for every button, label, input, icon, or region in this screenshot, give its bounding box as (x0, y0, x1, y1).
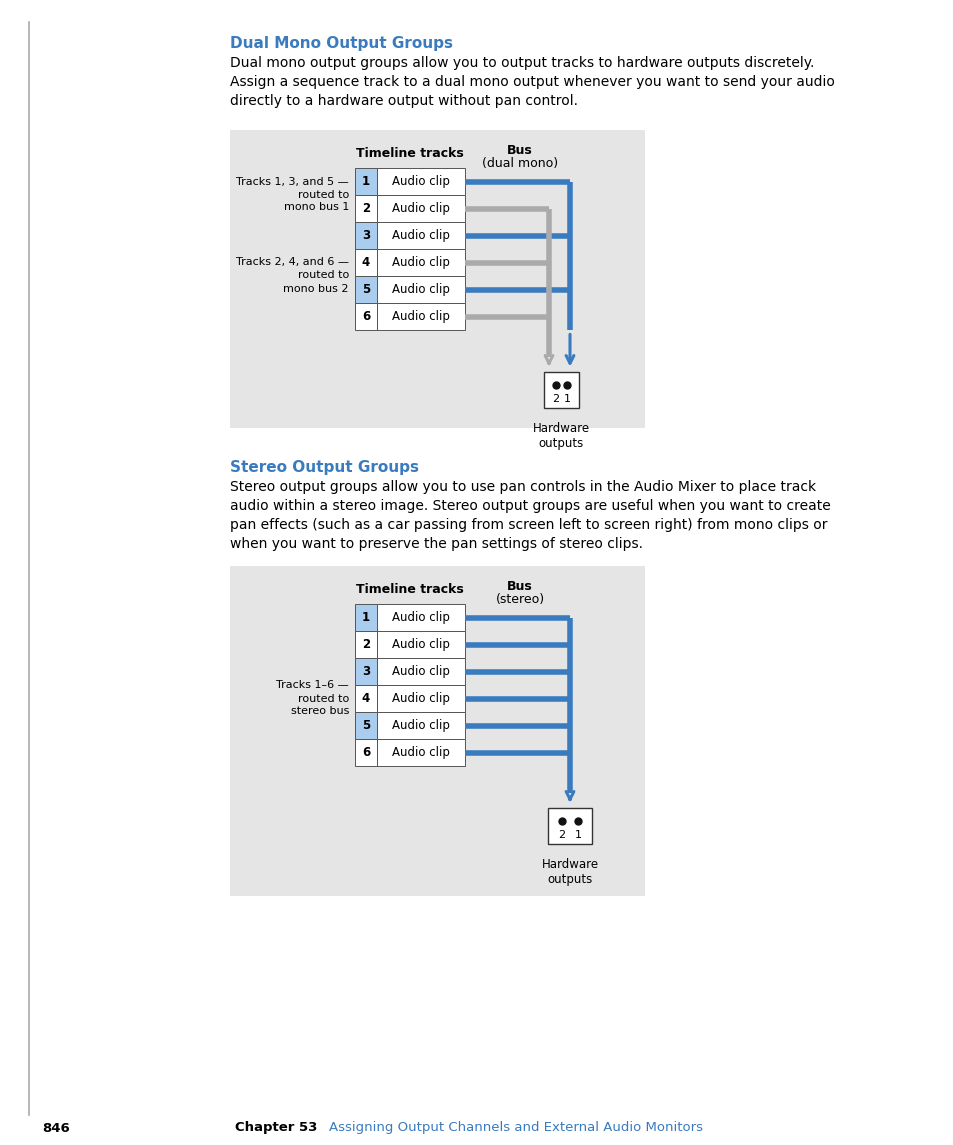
Text: 1: 1 (563, 394, 570, 403)
Text: pan effects (such as a car passing from screen left to screen right) from mono c: pan effects (such as a car passing from … (230, 518, 826, 532)
Text: Bus: Bus (507, 581, 533, 593)
Text: Bus: Bus (507, 144, 533, 157)
Text: Dual Mono Output Groups: Dual Mono Output Groups (230, 35, 453, 52)
Bar (376, 248, 464, 276)
Text: 1: 1 (574, 829, 580, 839)
Text: stereo bus: stereo bus (291, 706, 349, 717)
Text: 1: 1 (361, 175, 370, 188)
Text: Timeline tracks: Timeline tracks (355, 147, 463, 160)
Text: 5: 5 (361, 719, 370, 732)
Text: 846: 846 (42, 1121, 70, 1135)
Bar (355, 739, 376, 766)
Bar (376, 631, 464, 658)
Bar (230, 566, 644, 897)
Bar (543, 371, 578, 408)
Text: 3: 3 (361, 229, 370, 242)
Text: routed to: routed to (297, 190, 349, 199)
Text: 5: 5 (361, 283, 370, 297)
Text: Tracks 2, 4, and 6 —: Tracks 2, 4, and 6 — (235, 258, 349, 268)
Text: 4: 4 (361, 256, 370, 269)
Text: Hardware
outputs: Hardware outputs (541, 858, 598, 885)
Text: Audio clip: Audio clip (392, 283, 450, 297)
Bar (355, 712, 376, 739)
Bar (355, 248, 376, 276)
Text: Audio clip: Audio clip (392, 692, 450, 705)
Text: Audio clip: Audio clip (392, 229, 450, 242)
Bar (376, 658, 464, 685)
Text: Audio clip: Audio clip (392, 175, 450, 188)
Text: (dual mono): (dual mono) (481, 157, 558, 169)
Bar (355, 605, 376, 631)
Text: Assign a sequence track to a dual mono output whenever you want to send your aud: Assign a sequence track to a dual mono o… (230, 76, 834, 89)
Bar (376, 168, 464, 195)
Text: Audio clip: Audio clip (392, 665, 450, 678)
Text: Tracks 1–6 —: Tracks 1–6 — (276, 680, 349, 690)
Bar (355, 222, 376, 248)
Bar (376, 303, 464, 330)
Text: 3: 3 (361, 665, 370, 678)
Text: Audio clip: Audio clip (392, 310, 450, 323)
Text: Chapter 53: Chapter 53 (234, 1121, 317, 1135)
Text: 2: 2 (361, 638, 370, 652)
Text: Audio clip: Audio clip (392, 256, 450, 269)
Bar (355, 276, 376, 303)
Bar (230, 131, 644, 428)
Text: 2: 2 (552, 394, 558, 403)
Text: 6: 6 (361, 310, 370, 323)
Text: Timeline tracks: Timeline tracks (355, 583, 463, 597)
Text: mono bus 1: mono bus 1 (283, 203, 349, 213)
Text: Audio clip: Audio clip (392, 719, 450, 732)
Text: Audio clip: Audio clip (392, 747, 450, 759)
Text: mono bus 2: mono bus 2 (283, 284, 349, 293)
Bar (355, 685, 376, 712)
Text: Stereo Output Groups: Stereo Output Groups (230, 460, 418, 475)
Text: routed to: routed to (297, 270, 349, 281)
Text: Audio clip: Audio clip (392, 611, 450, 624)
Text: audio within a stereo image. Stereo output groups are useful when you want to cr: audio within a stereo image. Stereo outp… (230, 499, 830, 513)
Bar (376, 195, 464, 222)
Text: (stereo): (stereo) (495, 593, 544, 606)
Bar (376, 739, 464, 766)
Text: 2: 2 (558, 829, 565, 839)
Text: 1: 1 (361, 611, 370, 624)
Text: 2: 2 (361, 202, 370, 215)
Bar (355, 631, 376, 658)
Bar (355, 168, 376, 195)
Bar (355, 303, 376, 330)
Text: routed to: routed to (297, 694, 349, 703)
Text: 6: 6 (361, 747, 370, 759)
Bar (547, 807, 592, 844)
Bar (376, 222, 464, 248)
Text: Tracks 1, 3, and 5 —: Tracks 1, 3, and 5 — (236, 176, 349, 187)
Bar (355, 658, 376, 685)
Text: Stereo output groups allow you to use pan controls in the Audio Mixer to place t: Stereo output groups allow you to use pa… (230, 480, 815, 493)
Bar (355, 195, 376, 222)
Text: Audio clip: Audio clip (392, 638, 450, 652)
Text: Dual mono output groups allow you to output tracks to hardware outputs discretel: Dual mono output groups allow you to out… (230, 56, 814, 70)
Text: 4: 4 (361, 692, 370, 705)
Text: Assigning Output Channels and External Audio Monitors: Assigning Output Channels and External A… (329, 1121, 702, 1135)
Bar (376, 605, 464, 631)
Bar (376, 712, 464, 739)
Text: directly to a hardware output without pan control.: directly to a hardware output without pa… (230, 94, 578, 108)
Bar (376, 685, 464, 712)
Text: when you want to preserve the pan settings of stereo clips.: when you want to preserve the pan settin… (230, 537, 642, 551)
Text: Audio clip: Audio clip (392, 202, 450, 215)
Bar (376, 276, 464, 303)
Text: Hardware
outputs: Hardware outputs (533, 421, 590, 450)
